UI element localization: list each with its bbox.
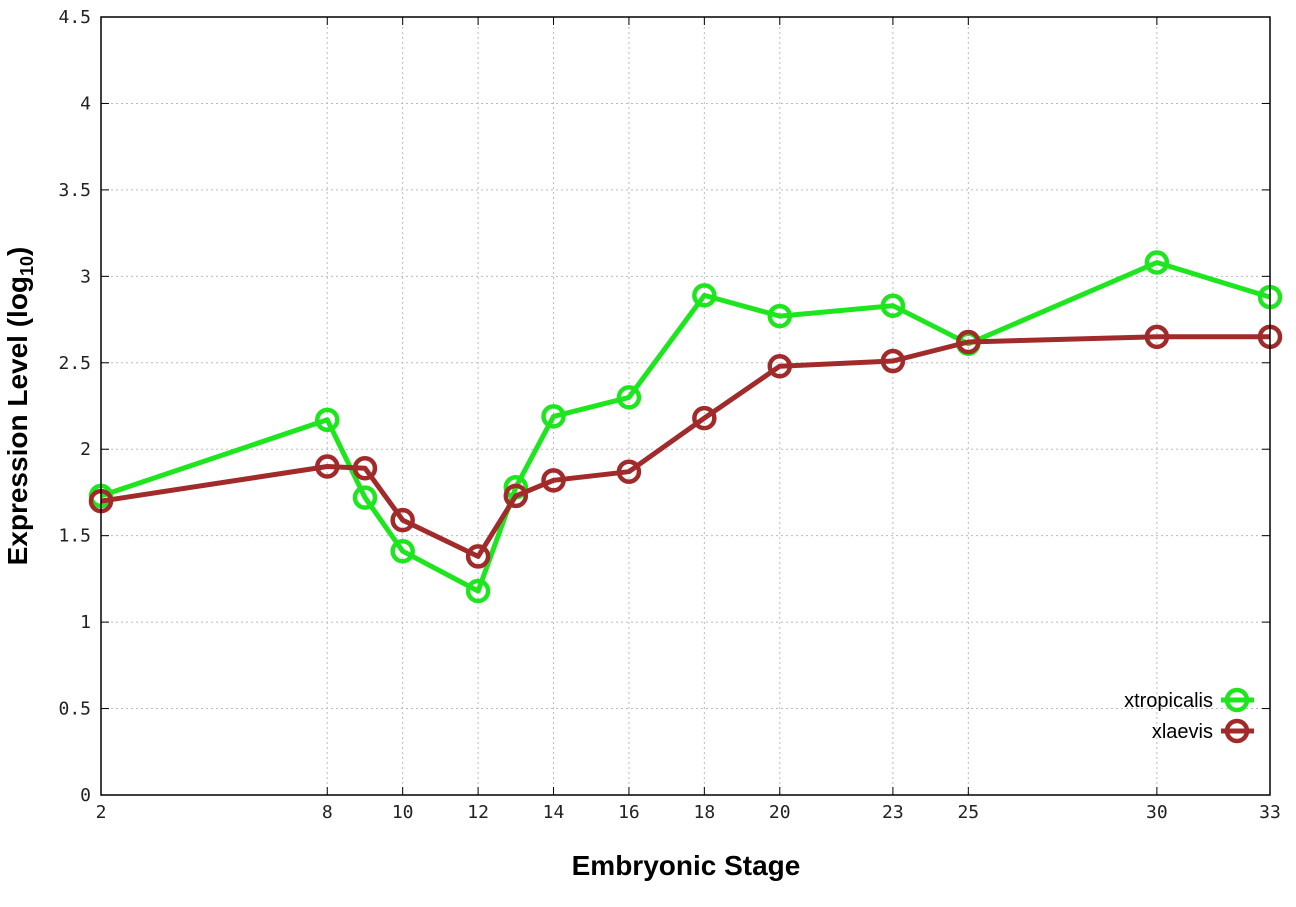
x-axis-title: Embryonic Stage — [572, 850, 801, 881]
data-point — [315, 407, 340, 433]
x-tick-label: 20 — [769, 802, 791, 823]
data-point — [503, 483, 529, 509]
legend-label: xlaevis — [1152, 721, 1213, 743]
data-point — [390, 507, 415, 533]
data-point — [352, 485, 378, 510]
y-tick-label: 3 — [80, 266, 91, 287]
tick-layer: 0 0.5 1 1.5 2 2.5 3 3.5 4 4.5 2 8 10 12 14 16 18 20 23 25 30… — [58, 7, 1280, 823]
y-axis-title-close: ) — [2, 247, 33, 256]
x-tick-label: 8 — [322, 802, 333, 823]
data-point — [1144, 324, 1170, 350]
x-tick-label: 10 — [392, 802, 414, 823]
x-tick-label: 16 — [618, 802, 640, 823]
data-point — [692, 405, 717, 431]
y-tick-label: 0 — [80, 785, 91, 806]
data-point — [465, 578, 491, 604]
data-point — [1144, 250, 1170, 275]
x-tick-label: 14 — [543, 802, 565, 823]
y-tick-label: 4 — [80, 93, 91, 114]
y-tick-label: 3.5 — [58, 180, 91, 201]
y-tick-label: 2 — [80, 439, 91, 460]
legend-marker — [1224, 687, 1250, 713]
y-tick-label: 1.5 — [58, 526, 91, 547]
x-tick-label: 25 — [957, 802, 979, 823]
series-line — [100, 260, 1271, 594]
legend-marker — [1224, 718, 1250, 744]
data-point — [390, 538, 415, 564]
data-point — [541, 404, 566, 429]
y-tick-label: 2.5 — [58, 353, 91, 374]
data-point — [880, 348, 906, 374]
grid-layer — [101, 17, 1270, 795]
data-point — [315, 454, 340, 479]
data-point — [352, 455, 378, 481]
legend-item: xlaevis — [1152, 718, 1254, 744]
series-xtropicalis — [88, 250, 1283, 604]
y-tick-label: 4.5 — [58, 7, 91, 28]
series-layer — [88, 250, 1283, 604]
data-point — [956, 329, 981, 355]
data-point — [616, 459, 642, 484]
y-axis-title-subscript: 10 — [17, 256, 37, 276]
x-tick-label: 23 — [882, 802, 904, 823]
plot-frame — [100, 16, 1271, 796]
data-point — [692, 283, 717, 308]
data-point — [541, 468, 566, 493]
y-axis-title-main: Expression Level (log — [2, 276, 33, 565]
legend-label: xtropicalis — [1124, 690, 1213, 712]
x-tick-label: 30 — [1146, 802, 1168, 823]
legend: xtropicalis xlaevis — [1124, 687, 1254, 744]
data-point — [465, 544, 491, 569]
x-tick-label: 12 — [467, 802, 489, 823]
data-point — [616, 385, 642, 410]
data-point — [767, 303, 793, 329]
y-tick-label: 0.5 — [58, 699, 91, 720]
series-xlaevis — [88, 324, 1283, 569]
y-tick-label: 1 — [80, 612, 91, 633]
x-tick-label: 18 — [694, 802, 716, 823]
data-point — [880, 293, 906, 318]
legend-item: xtropicalis — [1124, 687, 1254, 713]
data-point — [767, 353, 793, 379]
series-line — [100, 334, 1270, 559]
x-tick-label: 33 — [1259, 802, 1281, 823]
x-tick-label: 2 — [96, 802, 107, 823]
y-axis-title: Expression Level (log10) — [2, 247, 37, 566]
